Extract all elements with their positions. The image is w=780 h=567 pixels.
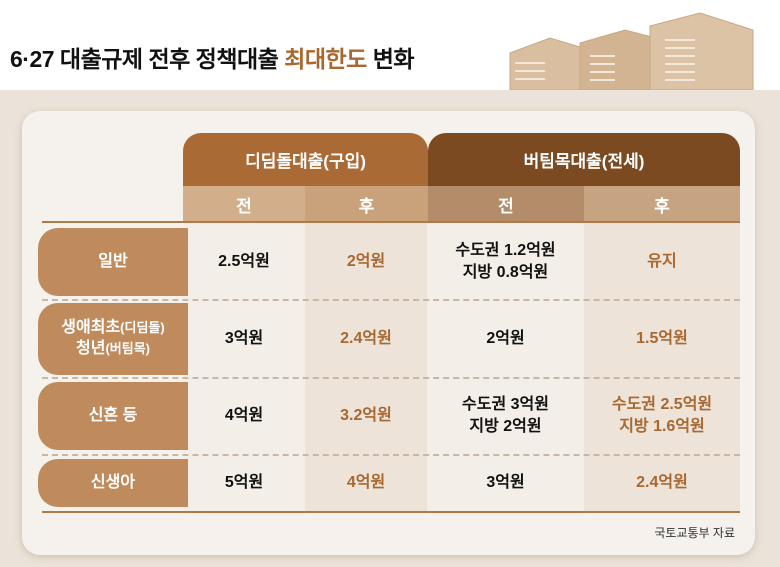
row-label-text: 생애최초 <box>61 319 121 337</box>
row-label-first-home-youth: 생애최초(디딤돌) 청년(버팀목) <box>38 303 188 375</box>
cell-line: 지방 2억원 <box>469 418 542 435</box>
cell-line: 수도권 2.5억원 <box>611 396 713 414</box>
subheader-after: 후 <box>584 186 740 222</box>
header-divider <box>42 221 740 223</box>
row-label-general: 일반 <box>38 228 188 296</box>
cell: 3.2억원 <box>340 407 392 425</box>
cell-line: 수도권 3억원 <box>462 396 549 414</box>
column-bg <box>584 222 740 512</box>
table-bottom-line <box>42 511 740 513</box>
title-text: 6·27 대출규제 전후 정책대출 <box>10 46 285 72</box>
cell: 2억원 <box>346 253 386 271</box>
cell-line: 수도권 1.2억원 <box>455 242 556 260</box>
row-divider <box>42 299 740 301</box>
row-label-note: (버팀목) <box>105 341 150 356</box>
cell: 2억원 <box>486 330 525 348</box>
row-divider <box>42 454 740 456</box>
row-label-newborn: 신생아 <box>38 459 188 507</box>
column-bg <box>427 222 584 512</box>
title-highlight: 최대한도 <box>284 46 367 72</box>
row-label-line: 생애최초(디딤돌) <box>61 318 164 339</box>
title-suffix: 변화 <box>366 46 415 72</box>
source-note: 국토교통부 자료 <box>654 526 735 540</box>
group-header-didimdol: 디딤돌대출(구입) <box>183 133 428 186</box>
apartment-buildings-illustration <box>509 12 754 90</box>
cell: 2.4억원 <box>340 330 392 348</box>
subheader-after: 후 <box>305 186 428 222</box>
row-label-line: 청년(버팀목) <box>76 339 150 360</box>
cell-line: 지방 0.8억원 <box>462 264 549 281</box>
cell: 4억원 <box>346 474 386 492</box>
row-label-newlywed: 신혼 등 <box>38 382 188 450</box>
page-title: 6·27 대출규제 전후 정책대출 최대한도 변화 <box>10 40 415 74</box>
cell-line: 지방 1.6억원 <box>619 418 705 435</box>
row-label-text: 청년 <box>76 340 106 357</box>
row-label-note: (디딤돌) <box>120 320 165 336</box>
cell: 5억원 <box>224 474 264 492</box>
cell: 1.5억원 <box>636 330 688 348</box>
column-bg <box>305 222 427 512</box>
cell: 3억원 <box>224 330 264 348</box>
cell: 3억원 <box>486 474 525 492</box>
subheader-before: 전 <box>183 186 305 222</box>
column-bg <box>183 222 305 512</box>
group-header-beotimmok: 버팀목대출(전세) <box>428 133 740 186</box>
row-divider <box>42 377 740 379</box>
subheader-before: 전 <box>428 186 584 222</box>
cell: 2.4억원 <box>636 474 688 492</box>
cell: 4억원 <box>224 407 264 425</box>
cell: 유지 <box>647 253 677 271</box>
cell: 2.5억원 <box>218 253 270 271</box>
